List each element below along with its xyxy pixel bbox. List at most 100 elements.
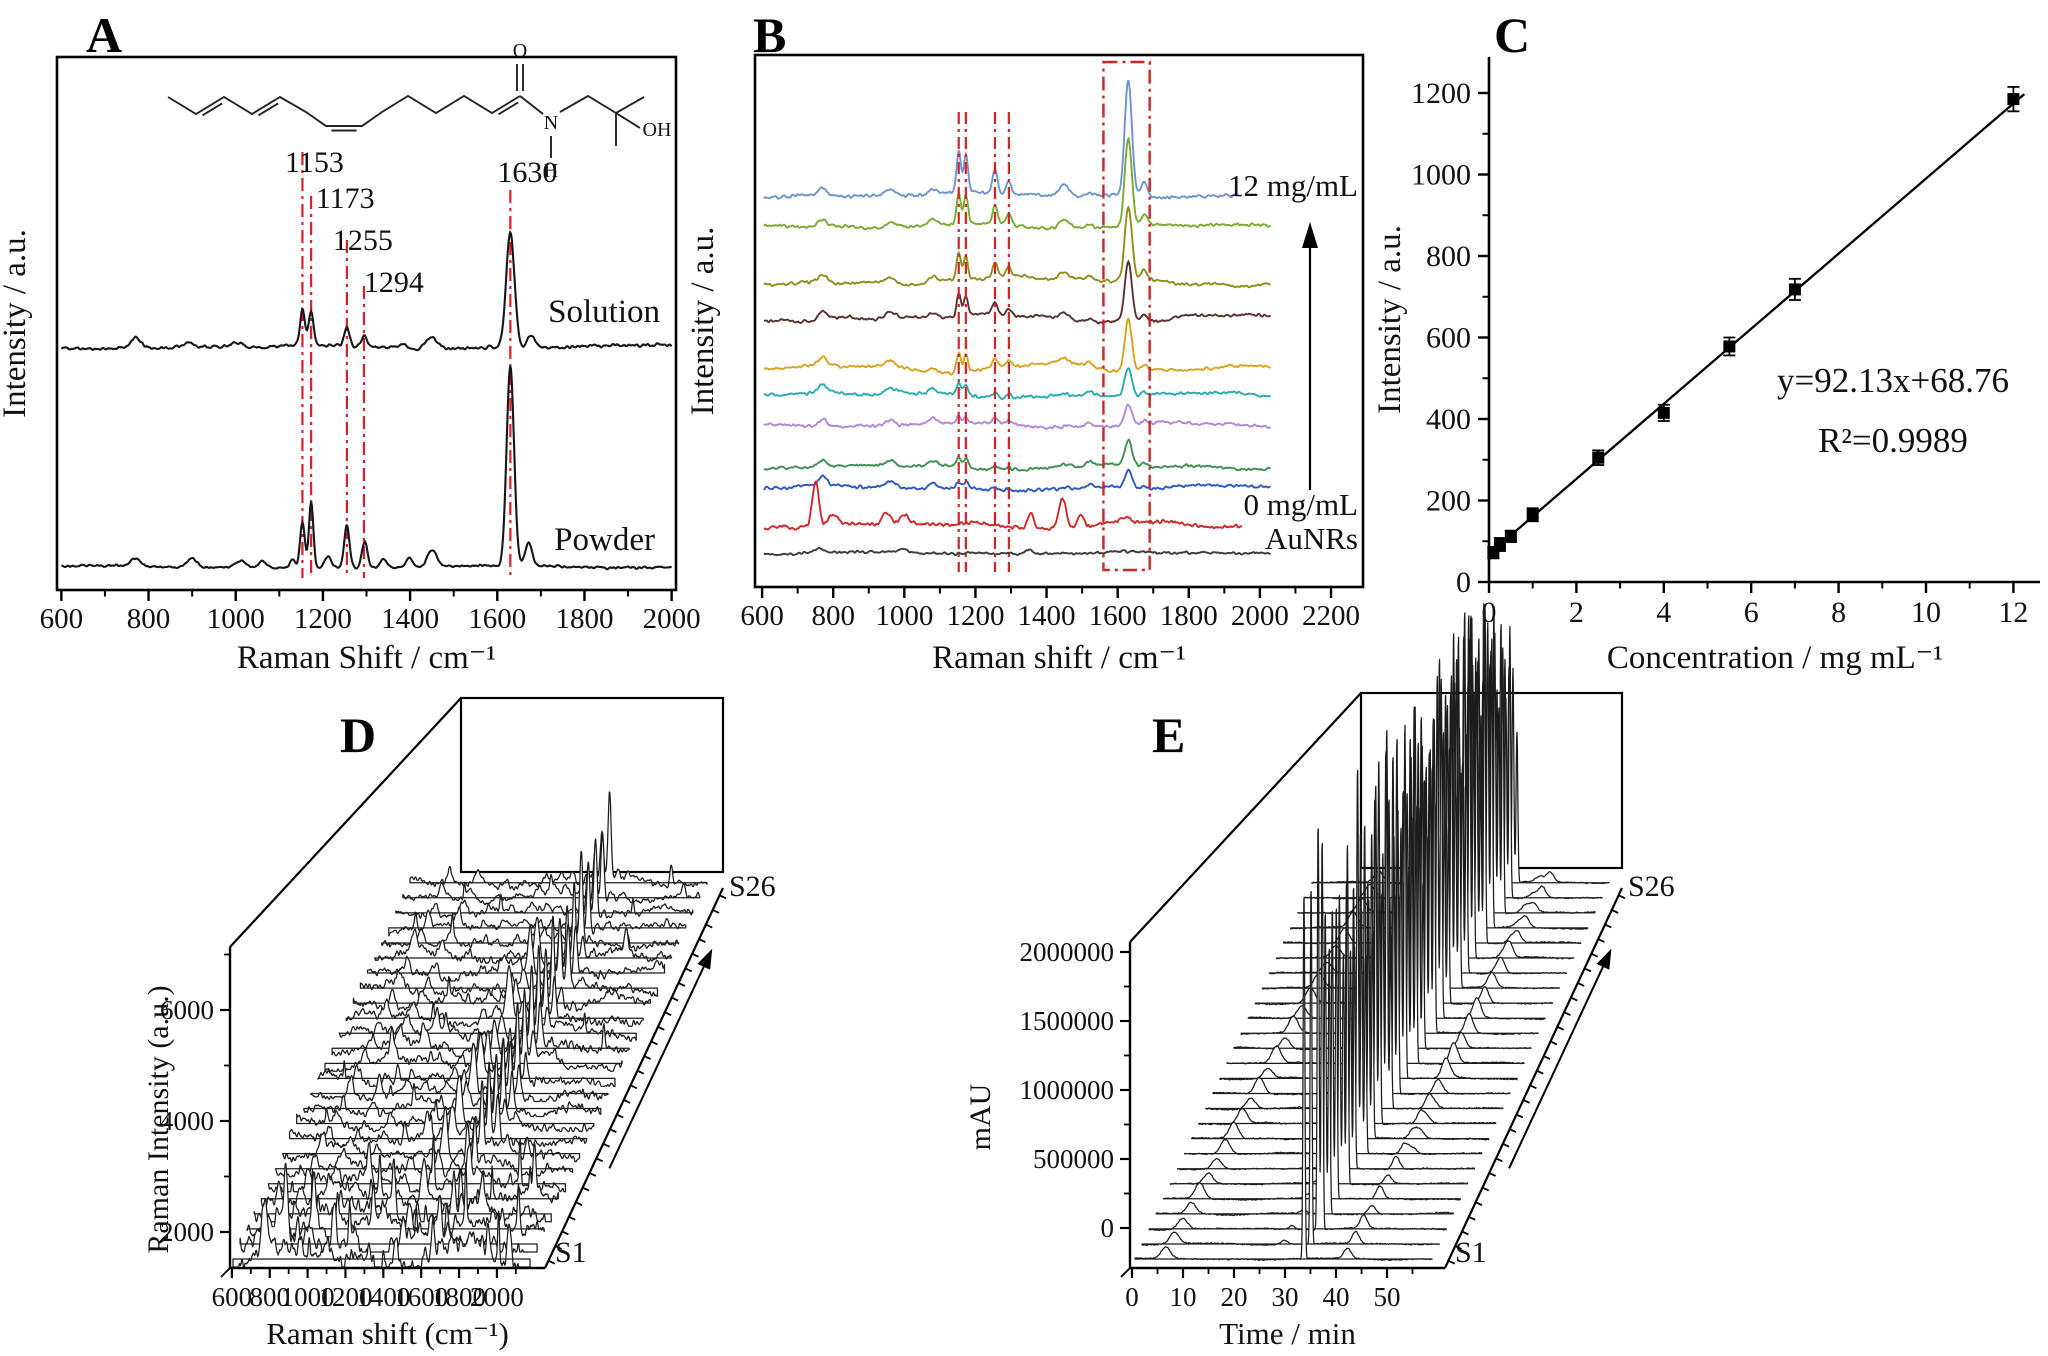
- e-waterfall-series-axis: [1444, 887, 1623, 1269]
- e-waterfall-series-tick: [1611, 909, 1619, 914]
- b-trace-conc-8: [763, 468, 1271, 493]
- b-x-tick-label: 1000: [875, 600, 933, 632]
- c-x-tick-label: 2: [1569, 596, 1584, 629]
- a-molecule-structure: [167, 64, 645, 158]
- e-waterfall-trace: [1148, 828, 1447, 1232]
- b-x-tick-label: 1400: [1018, 600, 1076, 632]
- panel-b-label: B: [753, 7, 787, 63]
- e-waterfall-box-edge: [1129, 692, 1362, 943]
- a-trace-solution: [60, 229, 673, 352]
- e-waterfall-series-tick: [1536, 1069, 1544, 1075]
- d-waterfall-series-tick: [705, 923, 713, 929]
- e-waterfall-series-tick: [1495, 1157, 1503, 1163]
- b-x-tick-label: 2000: [1231, 600, 1289, 632]
- panel-d-label: D: [340, 707, 377, 763]
- c-y-tick-label: 0: [1456, 566, 1471, 599]
- b-trace-AuNRs: [763, 546, 1271, 557]
- panel-e-label: E: [1152, 707, 1186, 763]
- b-trace-conc-1: [763, 136, 1271, 231]
- b-x-axis-title: Raman shift / cm⁻¹: [932, 640, 1186, 676]
- e-waterfall-series-arrow-head: [1596, 948, 1612, 970]
- e-waterfall-x-tick-label: 30: [1272, 1282, 1299, 1312]
- c-data-point: [1788, 283, 1801, 296]
- e-waterfall-value-tick-label: 1500000: [1020, 1006, 1115, 1036]
- b-x-tick-label: 2200: [1302, 600, 1360, 632]
- d-waterfall-series-tick: [602, 1142, 610, 1148]
- e-waterfall-series-tick: [1482, 1186, 1490, 1192]
- e-waterfall-series-tick: [1468, 1216, 1476, 1221]
- a-peak-label-1153: 1153: [285, 146, 344, 179]
- c-x-tick-label: 8: [1831, 596, 1846, 629]
- e-waterfall-value-axis-title: mAU: [964, 1083, 997, 1150]
- d-waterfall-series-tick: [582, 1186, 590, 1192]
- a-y-axis-title: Intensity / a.u.: [0, 229, 33, 418]
- e-waterfall-x-axis-title: Time / min: [1219, 1316, 1356, 1351]
- d-waterfall-series-tick: [678, 982, 686, 987]
- c-y-tick-label: 1000: [1411, 159, 1471, 192]
- c-x-axis-title: Concentration / mg mL⁻¹: [1607, 640, 1943, 676]
- b-x-tick-label: 1800: [1160, 600, 1218, 632]
- d-waterfall-series-arrow-shaft: [608, 962, 707, 1169]
- d-waterfall-series-tick: [698, 938, 706, 943]
- d-waterfall-series-tick: [554, 1245, 562, 1250]
- e-waterfall-trace: [1141, 890, 1440, 1247]
- c-data-point: [1493, 538, 1506, 551]
- d-waterfall-series-tick: [616, 1113, 624, 1119]
- d-waterfall-box-edge: [229, 697, 462, 948]
- e-waterfall-value-tick-label: 500000: [1033, 1144, 1114, 1174]
- b-x-tick-label: 800: [811, 600, 855, 632]
- d-waterfall-series-first-label: S1: [555, 1236, 587, 1269]
- e-waterfall-series-tick: [1543, 1055, 1551, 1060]
- a-x-axis-title: Raman Shift / cm⁻¹: [237, 640, 496, 676]
- c-y-tick-label: 800: [1426, 240, 1471, 273]
- c-x-tick-label: 6: [1744, 596, 1759, 629]
- c-y-tick-label: 400: [1426, 403, 1471, 436]
- c-x-tick-label: 12: [1998, 596, 2028, 629]
- a-x-tick-label: 1000: [207, 603, 265, 635]
- d-waterfall-value-tick-label: 2000: [160, 1217, 214, 1247]
- c-fit-line: [1489, 93, 2026, 555]
- a-molecule-atom-O: O: [513, 40, 527, 62]
- d-waterfall-x-tick-label: 1800: [432, 1282, 486, 1312]
- e-waterfall: [1134, 603, 1624, 1262]
- b-x-tick-label: 1600: [1089, 600, 1147, 632]
- d-waterfall-value-tick-label: 6000: [160, 995, 214, 1025]
- e-waterfall-series-tick: [1556, 1026, 1565, 1031]
- c-data-points: [1487, 85, 2020, 560]
- d-waterfall-series-tick: [595, 1157, 604, 1163]
- e-waterfall-series-tick: [1577, 982, 1585, 987]
- d-waterfall-trace: [232, 1198, 531, 1268]
- d-waterfall-value-axis-title: Raman Intensity (a.u.): [142, 985, 175, 1253]
- c-data-point: [1526, 508, 1539, 521]
- b-label-aunrs: AuNRs: [1265, 521, 1358, 556]
- b-trace-conc-6: [763, 403, 1271, 430]
- d-waterfall-series-tick: [719, 894, 727, 900]
- e-waterfall-series-tick: [1475, 1201, 1483, 1207]
- b-trace-conc-7: [763, 438, 1271, 472]
- d-waterfall-series-tick: [691, 952, 699, 958]
- a-peak-label-1294: 1294: [364, 266, 424, 299]
- d-waterfall-trace: [260, 1141, 559, 1208]
- e-waterfall-value-tick-label: 1000000: [1020, 1075, 1115, 1105]
- a-peak-label-1255: 1255: [333, 224, 393, 257]
- e-waterfall-value-tick-label: 2000000: [1020, 937, 1115, 967]
- e-waterfall-series-tick: [1522, 1099, 1531, 1104]
- e-waterfall-series-tick: [1488, 1172, 1496, 1177]
- b-highlight-box: [1102, 60, 1151, 572]
- a-peak-label-1173: 1173: [316, 182, 375, 215]
- a-x-tick-label: 2000: [643, 603, 701, 635]
- d-waterfall-trace: [317, 1002, 616, 1088]
- d-waterfall-series-tick: [609, 1128, 617, 1133]
- d-waterfall-series-tick: [643, 1055, 651, 1060]
- d-waterfall-series-tick: [623, 1099, 631, 1104]
- a-peak-label-1630: 1630: [497, 156, 557, 189]
- e-waterfall-series-tick: [1563, 1011, 1571, 1017]
- e-waterfall-series-tick: [1454, 1245, 1462, 1250]
- a-trace-powder: [61, 365, 672, 571]
- b-trace-conc-2: [763, 205, 1271, 289]
- d-waterfall-x-tick-label: 600: [212, 1282, 253, 1312]
- d-waterfall-x-tick-label: 1600: [394, 1282, 448, 1312]
- panel-a-label: A: [86, 7, 123, 63]
- e-waterfall-series-tick: [1529, 1084, 1537, 1090]
- a-x-tick-label: 1800: [555, 603, 613, 635]
